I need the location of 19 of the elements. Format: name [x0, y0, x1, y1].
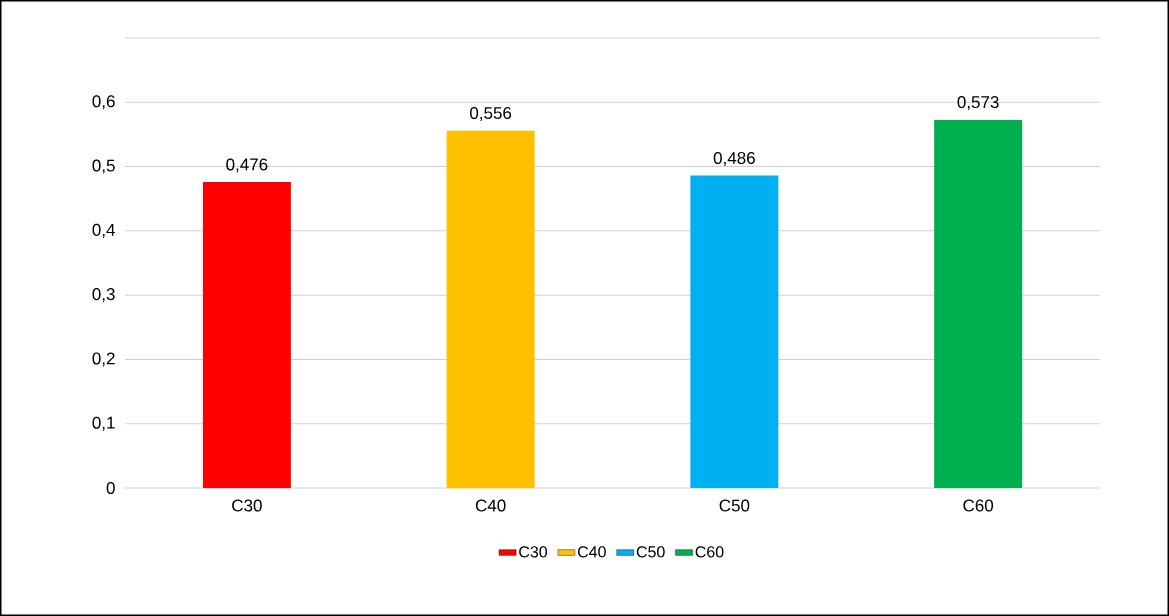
y-tick-label: 0,5 [92, 159, 115, 174]
data-label: 0,486 [713, 151, 755, 167]
legend-label: C40 [577, 546, 606, 558]
legend-label: C60 [695, 546, 724, 558]
x-tick-label: C50 [719, 499, 750, 512]
y-tick-label: 0,4 [92, 223, 115, 238]
data-label: 0,556 [470, 106, 512, 122]
y-tick-label: 0,6 [92, 95, 115, 110]
legend-label: C30 [519, 546, 548, 558]
y-tick-label: 0,2 [92, 352, 115, 367]
legend-label: C50 [636, 546, 665, 558]
y-tick-label: 0 [106, 481, 115, 495]
x-tick-label: C30 [232, 499, 262, 512]
y-tick-label: 0,3 [92, 288, 115, 303]
x-tick-label: C60 [963, 499, 994, 512]
x-tick-label: C40 [475, 499, 506, 512]
data-label: 0,573 [957, 96, 999, 111]
data-label: 0,476 [226, 158, 268, 173]
y-tick-label: 0,1 [92, 416, 115, 431]
